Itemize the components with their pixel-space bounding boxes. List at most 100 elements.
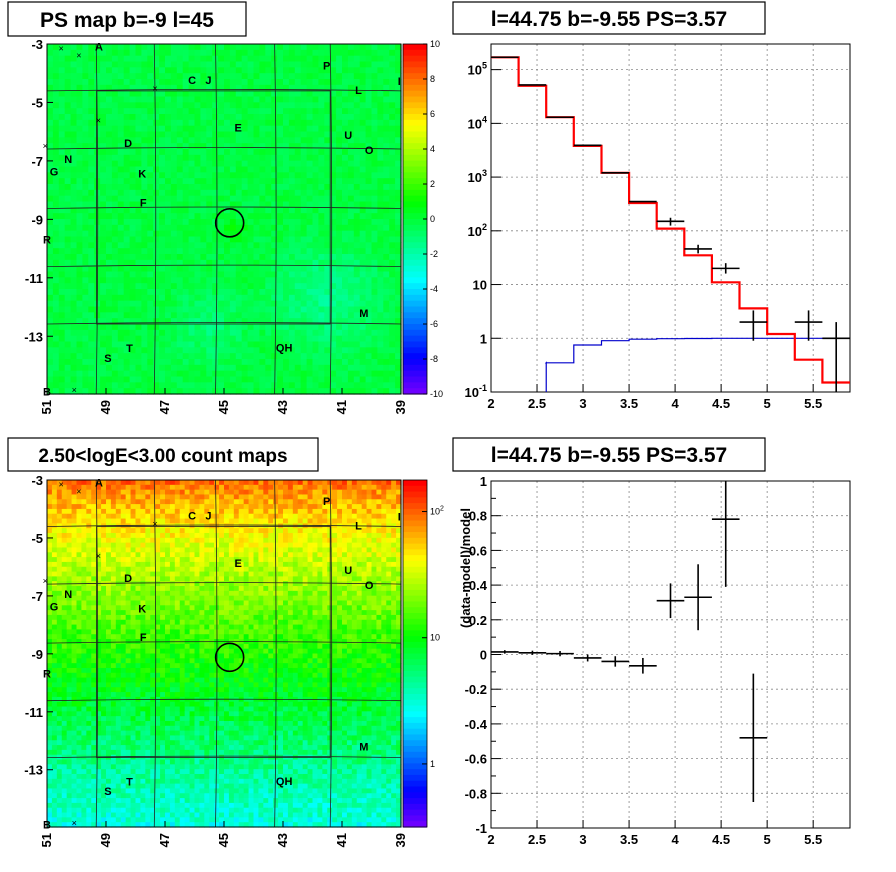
map-cell [129,376,137,383]
map-cell [176,49,184,57]
map-cell [120,552,127,558]
map-cell [106,667,112,674]
map-cell [265,312,272,319]
map-cell [224,73,231,80]
map-cell [353,61,361,68]
map-cell [123,61,131,68]
map-cell [200,160,207,168]
map-cell [94,90,101,98]
map-cell [300,184,308,191]
map-cell [111,283,119,290]
map-cell [235,213,243,220]
map-cell [94,49,101,57]
map-cell [342,143,349,150]
map-cell [71,778,78,785]
map-cell [241,364,249,372]
map-cell [51,720,58,727]
map-cell [100,289,107,296]
map-cell [147,254,154,261]
map-cell [188,254,196,261]
map-cell [377,125,384,133]
map-cell [359,166,367,173]
map-cell [300,125,308,133]
map-cell [56,769,63,775]
map-cell [76,499,83,505]
map-cell [66,653,73,659]
map-cell [318,114,325,121]
map-cell [235,306,243,313]
colorbar-step [403,160,427,168]
map-cell [64,178,72,185]
map-cell [141,259,148,267]
map-cell [336,329,343,337]
map-cell [115,571,122,577]
map-cell [66,533,73,539]
map-cell [61,701,68,708]
map-cell [224,370,231,378]
map-cell [47,643,53,650]
map-cell [52,324,60,331]
map-cell [115,788,122,794]
map-cell [123,306,131,313]
map-cell [235,265,243,273]
map-cell [94,73,101,80]
map-cell [224,254,231,261]
map-cell [71,759,78,765]
map-cell [82,131,89,138]
map-cell [176,166,184,173]
map-cell [371,294,378,302]
map-cell [120,817,127,823]
map-cell [206,224,213,232]
map-cell [241,248,249,255]
map-cell [52,61,60,68]
map-cell [71,749,78,756]
map-cell [277,44,284,51]
map-cell [330,143,337,150]
map-cell [82,318,89,325]
map-cell [371,79,378,86]
colorbar-step [403,125,427,133]
map-cell [100,347,107,354]
map-cell [106,61,113,68]
map-cell [371,242,378,249]
map-cell [135,84,142,92]
map-cell [188,382,196,389]
map-cell [110,576,117,582]
map-cell [277,172,284,179]
map-cell [61,725,68,732]
map-cell [106,259,113,267]
map-cell [395,271,402,278]
map-cell [110,504,117,510]
map-cell [330,44,337,51]
y-tick-label: -11 [25,271,43,286]
map-cell [330,300,337,308]
map-cell [353,300,361,308]
map-cell [395,341,402,348]
map-cell [66,518,73,524]
map-cell [300,312,308,319]
map-cell [71,711,78,717]
map-cell [64,230,72,238]
map-cell [389,219,396,226]
map-cell [336,230,343,238]
map-cell [347,242,355,249]
map-cell [200,61,207,68]
map-cell [347,335,355,343]
map-cell [94,382,101,389]
map-cell [123,73,131,80]
map-cell [86,687,92,693]
map-cell [61,672,68,679]
map-cell [271,329,278,337]
map-cell [259,84,266,92]
map-cell [70,300,78,308]
map-cell [120,576,127,582]
map-cell [82,213,89,220]
map-cell [259,90,266,98]
map-cell [70,119,78,127]
map-cell [383,149,390,156]
map-cell [277,131,284,138]
colorbar-step [403,195,427,203]
map-cell [218,359,225,366]
map-cell [88,207,95,214]
map-cell [265,242,272,249]
